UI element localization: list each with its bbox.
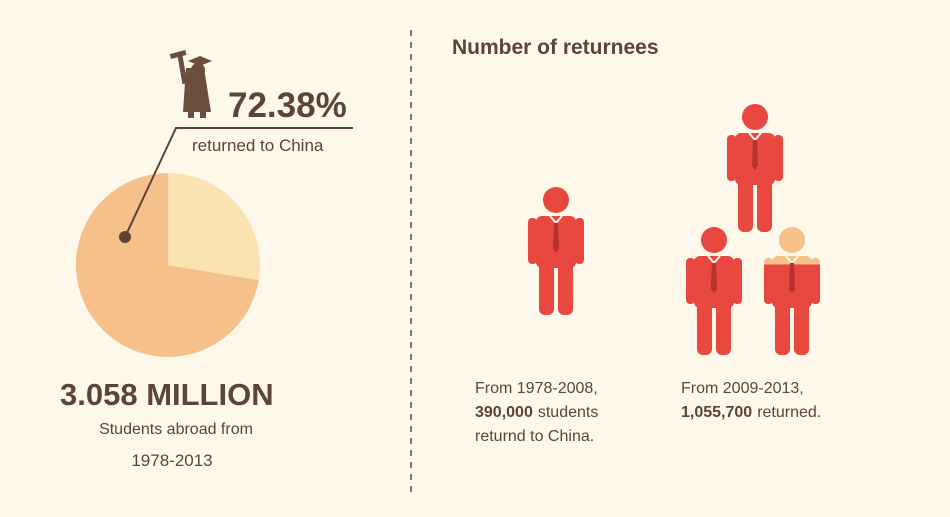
group-suffix: students xyxy=(538,404,598,421)
group-period: From 2009-2013, xyxy=(681,380,804,397)
person-head xyxy=(701,227,727,253)
person-arm xyxy=(733,258,742,304)
person-arm xyxy=(528,218,537,264)
person-leg xyxy=(794,301,809,355)
person-leg xyxy=(558,261,573,315)
person-leg xyxy=(775,301,790,355)
person-icon xyxy=(727,104,783,232)
group-count: 1,055,700 xyxy=(681,404,752,421)
person-leg xyxy=(539,261,554,315)
total-caption: Students abroad from xyxy=(99,421,253,438)
person-tie xyxy=(752,140,758,170)
leader-line xyxy=(124,127,177,238)
section-title: Number of returnees xyxy=(452,36,659,59)
person-head xyxy=(779,227,805,253)
person-head xyxy=(543,187,569,213)
person-leg xyxy=(697,301,712,355)
pie-slice xyxy=(75,173,259,358)
group-suffix: returned. xyxy=(757,404,821,421)
person-arm xyxy=(764,264,773,304)
person-tie xyxy=(789,264,795,293)
person-arm xyxy=(774,135,783,181)
person-icon xyxy=(686,227,742,355)
group-closing: returnd to China. xyxy=(475,428,594,445)
person-leg xyxy=(757,178,772,232)
person-arm xyxy=(727,135,736,181)
pie xyxy=(75,173,260,358)
total: 3.058 MILLION xyxy=(60,377,274,412)
group-count-line: 1,055,700 returned. xyxy=(681,404,821,421)
person-arm xyxy=(575,218,584,264)
leader-dot xyxy=(119,231,131,243)
person-tie xyxy=(553,223,559,253)
group-count: 390,000 xyxy=(475,404,533,421)
pie-slice xyxy=(168,173,260,281)
person-tie xyxy=(711,263,717,293)
person-leg xyxy=(716,301,731,355)
person-arm xyxy=(686,258,695,304)
graduate-icon xyxy=(169,49,212,118)
group-count-line: 390,000 students xyxy=(475,404,598,421)
period: 1978-2013 xyxy=(131,451,212,470)
group-period: From 1978-2008, xyxy=(475,380,598,397)
people xyxy=(528,104,820,355)
person-leg xyxy=(738,178,753,232)
person-head xyxy=(742,104,768,130)
person-icon xyxy=(528,187,584,315)
percent-label: 72.38% xyxy=(228,86,347,125)
person-fill xyxy=(764,264,820,355)
person-icon xyxy=(764,227,820,355)
annotation: returned to China xyxy=(192,136,324,155)
person-arm xyxy=(811,264,820,304)
